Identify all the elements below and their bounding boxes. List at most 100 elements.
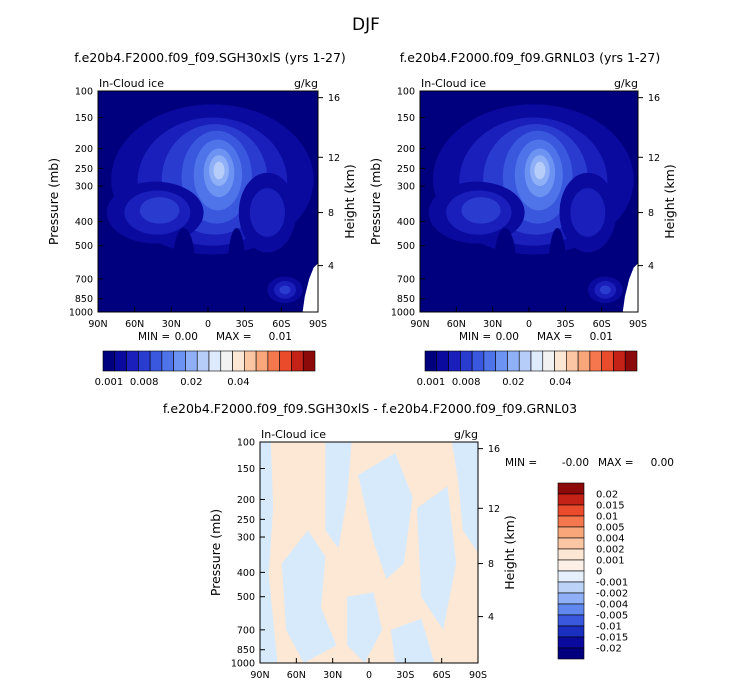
y-axis-label: Pressure (mb) xyxy=(368,158,383,245)
y-tick-label: 200 xyxy=(75,144,93,155)
colorbar-label: -0.001 xyxy=(596,578,628,589)
min-value: 0.00 xyxy=(175,331,198,343)
colorbar-swatch xyxy=(557,581,585,594)
colorbar-swatch xyxy=(557,614,585,627)
y-tick-label: 400 xyxy=(237,568,255,579)
max-value: 0.01 xyxy=(590,331,613,343)
x-tick-label: 30N xyxy=(323,670,342,681)
colorbar-swatch xyxy=(554,350,567,372)
max-value: 0.01 xyxy=(269,331,292,343)
y-tick-label: 300 xyxy=(397,182,415,193)
colorbar-swatch xyxy=(557,504,585,517)
diff-negative-region-2 xyxy=(281,530,337,663)
y2-tick-label: 4 xyxy=(488,612,494,623)
colorbar-swatch xyxy=(557,548,585,561)
panel-1-legend: MIN = 0.00 MAX = 0.01 0.001 0.008 0.02 0.04 xyxy=(95,331,316,388)
colorbar-label: -0.005 xyxy=(596,611,628,622)
topography-mask xyxy=(302,263,318,312)
contour-level-8 xyxy=(213,161,225,180)
y-tick-label: 200 xyxy=(397,144,415,155)
y2-tick-label: 12 xyxy=(488,504,500,515)
colorbar-swatch xyxy=(495,350,508,372)
y2-tick-label: 8 xyxy=(328,208,334,219)
y-tick-label: 500 xyxy=(397,241,415,252)
colorbar-swatch xyxy=(436,350,449,372)
x-tick-label: 30S xyxy=(396,670,414,681)
x-tick-label: 90S xyxy=(629,319,647,330)
colorbar-swatch xyxy=(557,625,585,638)
colorbar-swatch xyxy=(530,350,544,372)
y-tick-label: 300 xyxy=(237,533,255,544)
x-tick-label: 60N xyxy=(447,319,466,330)
y2-tick-label: 16 xyxy=(328,93,340,104)
colorbar-swatch xyxy=(557,482,585,495)
colorbar-swatch xyxy=(557,636,585,649)
y2-tick-label: 4 xyxy=(648,261,654,272)
y2-axis-label: Height (km) xyxy=(502,515,517,589)
x-tick-label: 90S xyxy=(309,319,327,330)
min-label: MIN = xyxy=(505,457,537,469)
y-axis-label: Pressure (mb) xyxy=(46,158,61,245)
contour-left-lobe-3 xyxy=(461,197,501,224)
max-value: 0.00 xyxy=(651,457,674,469)
y-axis-label: Pressure (mb) xyxy=(208,509,223,596)
y-tick-label: 400 xyxy=(397,217,415,228)
contour-gap-2 xyxy=(227,228,246,308)
variable-label: In-Cloud ice xyxy=(261,428,326,441)
y-tick-label: 200 xyxy=(237,495,255,506)
x-tick-label: 90N xyxy=(88,319,107,330)
colorbar-swatch xyxy=(448,350,461,372)
colorbar-label: 0.005 xyxy=(596,523,625,534)
y2-tick-label: 4 xyxy=(328,261,334,272)
diff-negative-region-1 xyxy=(260,442,278,663)
colorbar-label: 0.02 xyxy=(180,377,202,388)
x-tick-label: 30S xyxy=(556,319,574,330)
contour-gap-2 xyxy=(548,228,567,308)
panel-3-legend: MIN = -0.00 MAX = 0.000.020.0150.010.0050.0… xyxy=(505,457,674,660)
colorbar-swatch xyxy=(279,350,292,372)
colorbar-swatch xyxy=(613,350,626,372)
colorbar-swatch xyxy=(138,350,151,372)
y-tick-label: 250 xyxy=(397,164,415,175)
diff-negative-region-6 xyxy=(347,592,383,663)
units-label: g/kg xyxy=(454,428,478,441)
y2-tick-label: 8 xyxy=(488,559,494,570)
colorbar-swatch xyxy=(557,647,585,660)
colorbar-swatch xyxy=(542,350,555,372)
y-tick-label: 150 xyxy=(237,464,255,475)
colorbar-label: 0.008 xyxy=(130,377,159,388)
diff-negative-region-3 xyxy=(325,442,352,549)
x-tick-label: 60S xyxy=(433,670,451,681)
contour-gap-1 xyxy=(172,228,195,299)
heatmap-contours xyxy=(106,104,318,312)
x-tick-label: 30S xyxy=(236,319,254,330)
y-tick-label: 100 xyxy=(237,438,255,449)
x-tick-label: 30N xyxy=(483,319,502,330)
y-tick-label: 500 xyxy=(75,241,93,252)
y2-tick-label: 12 xyxy=(648,153,660,164)
colorbar-label: 0.008 xyxy=(452,377,481,388)
colorbar-label: -0.02 xyxy=(596,644,622,655)
page-title: DJF xyxy=(352,15,380,35)
colorbar-label: -0.004 xyxy=(596,600,628,611)
colorbar-label: 0.04 xyxy=(549,377,571,388)
panel-1: f.e20b4.F2000.f09_f09.SGH30xlS (yrs 1-27… xyxy=(46,50,357,330)
max-label: MAX = xyxy=(216,331,252,343)
colorbar-swatch xyxy=(267,350,280,372)
x-tick-label: 60S xyxy=(272,319,290,330)
max-label: MAX = xyxy=(598,457,634,469)
colorbar-label: 0.001 xyxy=(417,377,446,388)
contour-south-low-3 xyxy=(599,285,611,295)
y-tick-label: 300 xyxy=(75,182,93,193)
colorbar-swatch xyxy=(161,350,174,372)
y2-tick-label: 8 xyxy=(648,208,654,219)
colorbar-label: -0.01 xyxy=(596,622,622,633)
x-tick-label: 0 xyxy=(526,319,532,330)
colorbar-swatch xyxy=(196,350,210,372)
x-tick-label: 30N xyxy=(162,319,181,330)
colorbar-swatch xyxy=(557,493,585,506)
x-tick-label: 60S xyxy=(593,319,611,330)
colorbar-swatch xyxy=(102,350,116,372)
colorbar-swatch xyxy=(244,350,257,372)
